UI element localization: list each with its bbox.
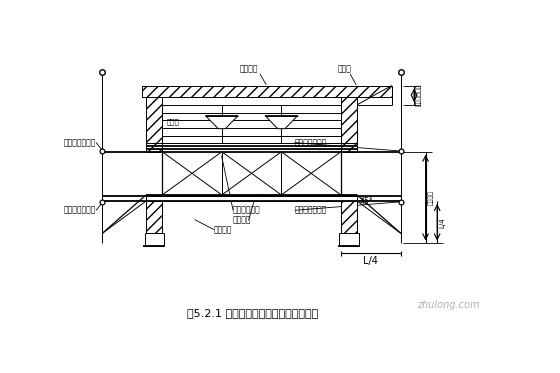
Bar <box>146 197 357 201</box>
Text: 筒仓顶板: 筒仓顶板 <box>239 64 258 73</box>
Text: 加固斜撑: 加固斜撑 <box>214 225 232 234</box>
Text: L/4: L/4 <box>440 217 445 228</box>
Text: 斜撑支撑钢牛腿: 斜撑支撑钢牛腿 <box>64 206 96 215</box>
Bar <box>339 233 358 246</box>
Text: 外挂架: 外挂架 <box>338 64 352 73</box>
Text: 加固搁条: 加固搁条 <box>233 216 251 225</box>
Text: 桁架支撑钢牛腿: 桁架支撑钢牛腿 <box>64 138 96 147</box>
Bar <box>146 195 162 233</box>
Text: 桁架支撑钢牛腿: 桁架支撑钢牛腿 <box>295 138 327 147</box>
Bar <box>146 143 162 152</box>
Polygon shape <box>206 116 238 129</box>
Bar <box>144 233 164 246</box>
Text: 桁架高度: 桁架高度 <box>428 190 433 205</box>
Text: L/4: L/4 <box>363 256 379 266</box>
Text: 多层操作空间: 多层操作空间 <box>417 84 422 106</box>
Bar <box>341 195 357 233</box>
Bar <box>162 105 341 143</box>
Polygon shape <box>265 116 298 129</box>
Text: 斜撑支撑钢牛腿: 斜撑支撑钢牛腿 <box>295 206 327 215</box>
Text: 滑模梁: 滑模梁 <box>167 119 180 125</box>
Text: 滑模平台桁架: 滑模平台桁架 <box>233 206 261 215</box>
Bar <box>341 143 357 152</box>
Text: 45°: 45° <box>360 197 373 206</box>
Bar <box>142 85 391 97</box>
Text: 图5.2.1 滑模平台及筒仓顶板支撑示意图: 图5.2.1 滑模平台及筒仓顶板支撑示意图 <box>186 308 318 318</box>
Text: zhulong.com: zhulong.com <box>417 300 480 310</box>
Bar <box>146 97 162 143</box>
Bar <box>341 97 357 143</box>
